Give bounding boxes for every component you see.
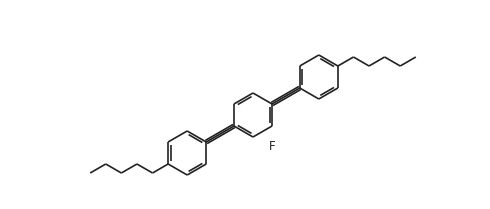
Text: F: F <box>269 140 275 153</box>
